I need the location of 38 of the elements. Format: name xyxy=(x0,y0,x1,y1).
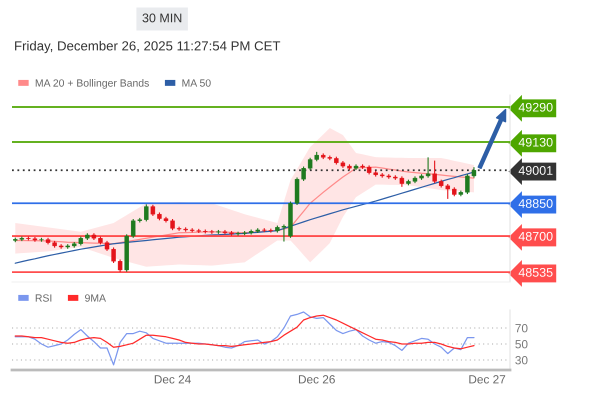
line-series xyxy=(14,311,475,366)
candlestick xyxy=(144,204,149,222)
legend-label: MA 20 + Bollinger Bands xyxy=(36,79,149,89)
candlestick xyxy=(400,176,404,188)
candlestick xyxy=(262,228,267,233)
candlestick xyxy=(446,183,450,200)
legend-label: MA 50 xyxy=(182,79,211,87)
legend-label: RSI xyxy=(36,294,52,302)
candlestick xyxy=(138,217,142,224)
candlestick xyxy=(432,160,437,184)
x-tick-label: Dec 24 xyxy=(154,375,191,384)
line-series xyxy=(14,166,475,244)
chart-subtitle: Friday, December 26, 2025 11:27:54 PM CET xyxy=(15,40,280,54)
y-tick-label: 48535 xyxy=(518,268,553,277)
candlestick xyxy=(308,157,312,171)
y-tick-label: 49130 xyxy=(518,138,553,147)
candlestick xyxy=(314,151,319,162)
candlestick xyxy=(380,172,384,178)
candlestick xyxy=(130,218,136,238)
legend-label: 9MA xyxy=(85,294,106,302)
candlestick xyxy=(118,258,122,273)
y-tick-label: 50 xyxy=(515,340,528,348)
line-series xyxy=(14,314,475,350)
y-tick-label: 48700 xyxy=(518,232,553,241)
candlestick xyxy=(203,228,208,234)
y-tick-label: 70 xyxy=(515,324,528,332)
y-tick-label: 49290 xyxy=(518,102,553,112)
y-tick-label: 49001 xyxy=(518,166,552,175)
x-tick-label: Dec 26 xyxy=(298,375,335,384)
x-tick-label: Dec 27 xyxy=(469,375,506,384)
candlestick xyxy=(196,228,201,234)
candlestick xyxy=(386,174,392,180)
candlestick xyxy=(150,204,156,217)
candlestick xyxy=(190,228,194,233)
y-tick-label: 48850 xyxy=(518,199,553,208)
y-tick-label: 30 xyxy=(515,356,528,364)
candlestick xyxy=(65,244,70,250)
text: 30 MIN xyxy=(142,14,182,22)
